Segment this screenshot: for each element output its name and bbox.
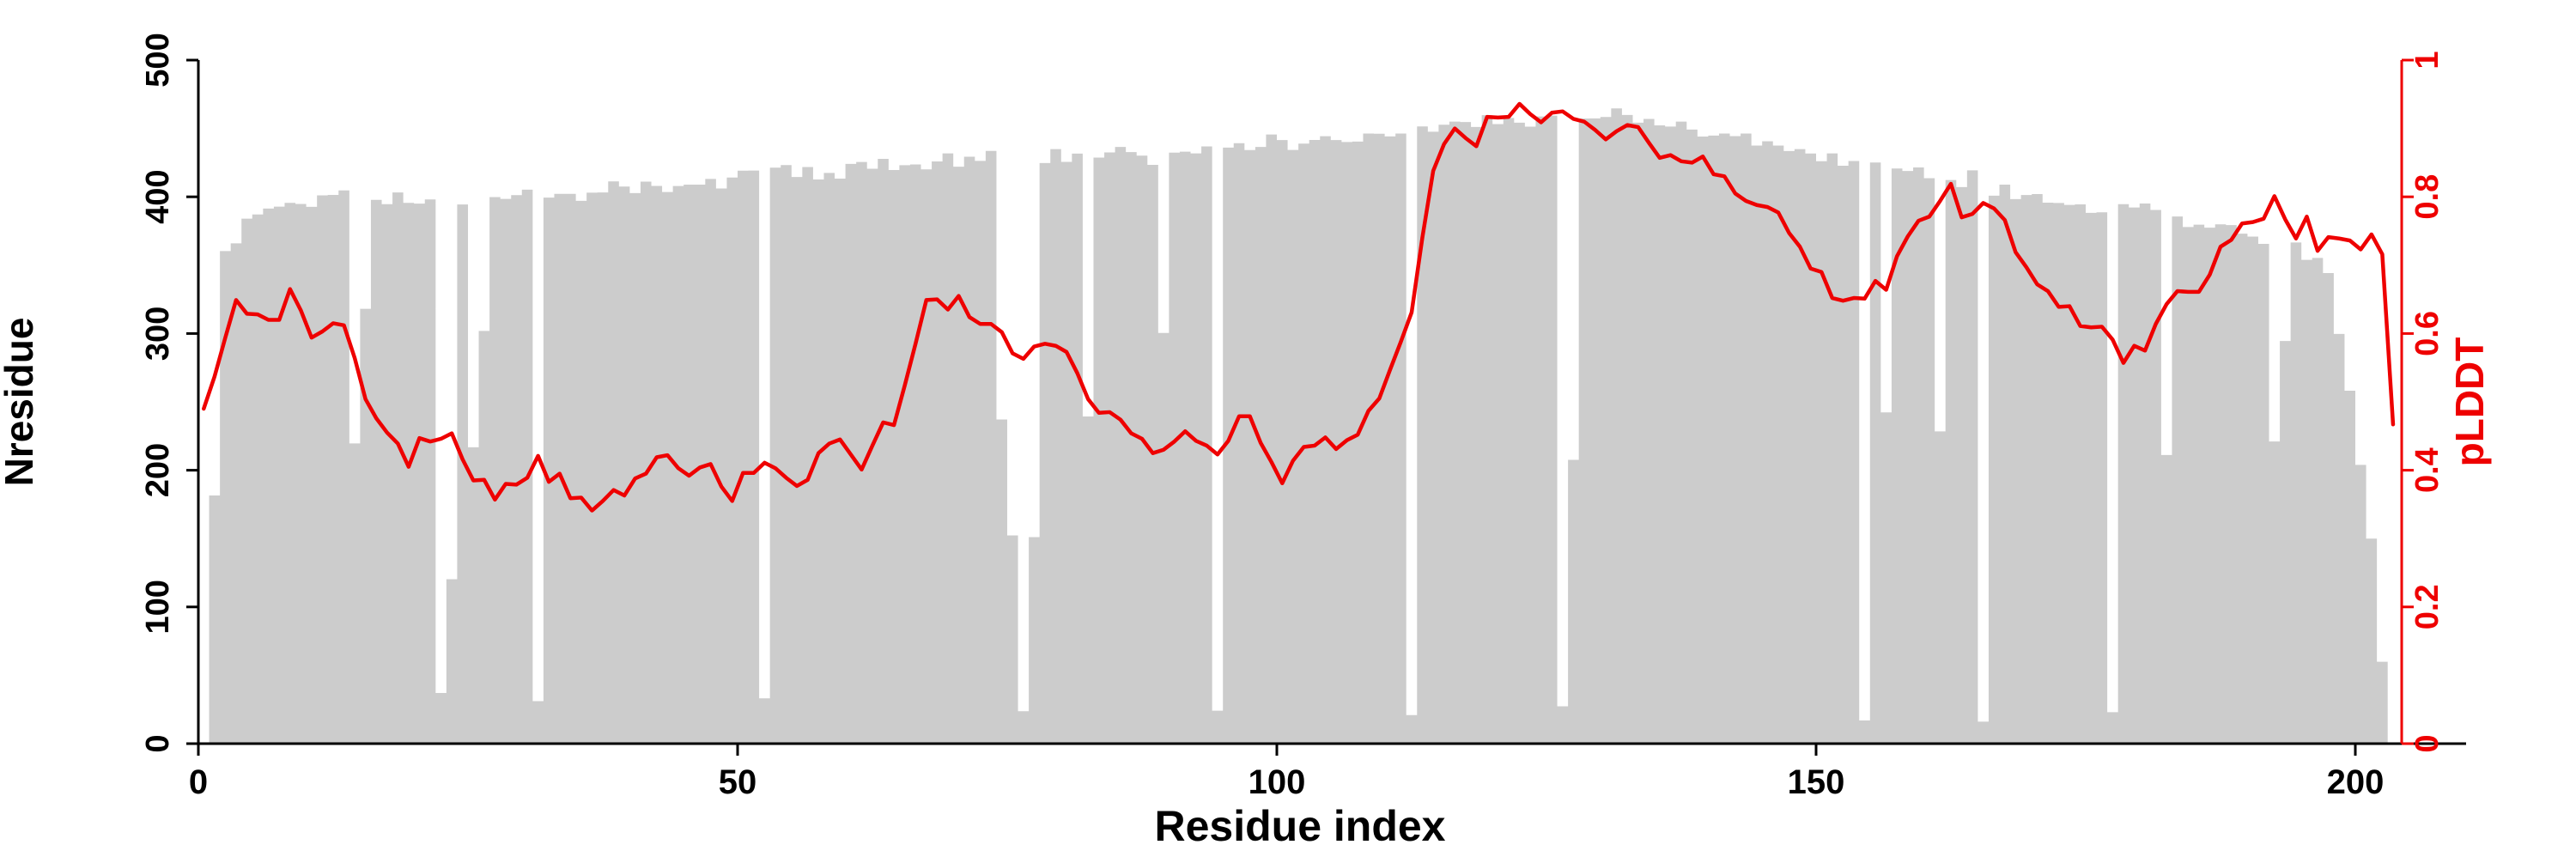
svg-text:1: 1 <box>2409 51 2445 69</box>
svg-text:0.8: 0.8 <box>2409 174 2445 220</box>
svg-text:200: 200 <box>140 443 176 497</box>
svg-text:0.4: 0.4 <box>2409 447 2445 493</box>
svg-text:0: 0 <box>2409 734 2445 752</box>
svg-text:0.2: 0.2 <box>2409 584 2445 629</box>
svg-text:0: 0 <box>140 734 176 752</box>
svg-text:Nresidue: Nresidue <box>0 318 41 487</box>
svg-text:300: 300 <box>140 307 176 361</box>
svg-text:150: 150 <box>1788 763 1845 801</box>
svg-text:200: 200 <box>2327 763 2385 801</box>
svg-text:pLDDT: pLDDT <box>2447 337 2492 467</box>
svg-text:100: 100 <box>140 580 176 634</box>
svg-text:100: 100 <box>1249 763 1306 801</box>
svg-text:50: 50 <box>719 763 757 801</box>
svg-text:500: 500 <box>140 33 176 87</box>
svg-text:0.6: 0.6 <box>2409 311 2445 356</box>
svg-text:0: 0 <box>189 763 208 801</box>
svg-text:400: 400 <box>140 169 176 223</box>
svg-text:Residue index: Residue index <box>1155 802 1446 850</box>
